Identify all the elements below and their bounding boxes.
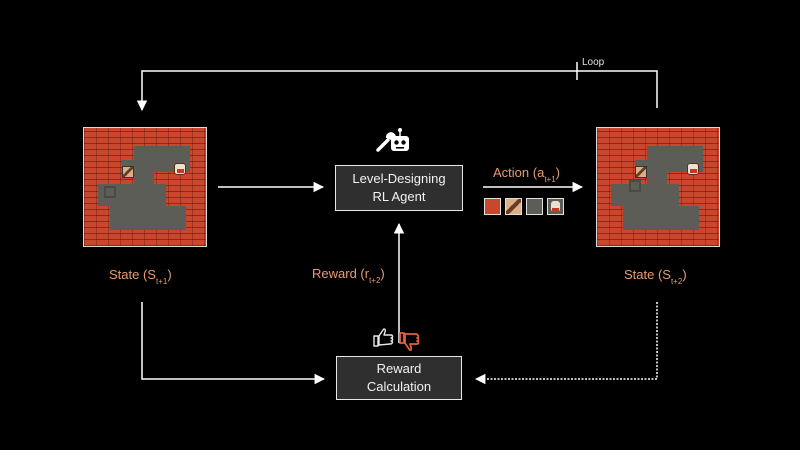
floor-region xyxy=(134,172,154,184)
state-right-label: State (St+2) xyxy=(624,267,687,286)
agent-box-line2: RL Agent xyxy=(352,188,445,206)
crate-tile xyxy=(635,166,647,178)
robot-icon xyxy=(391,128,409,151)
action-label-close: ) xyxy=(556,165,560,180)
reward-calculation-box: Reward Calculation xyxy=(336,356,462,400)
thumbs-down-icon xyxy=(400,333,419,350)
state-left-text: State (S xyxy=(109,267,156,282)
loop-label: Loop xyxy=(582,57,604,68)
reward-label-sub: t+2 xyxy=(369,276,380,285)
state-left-label: State (St+1) xyxy=(109,267,172,286)
agent-box-line1: Level-Designing xyxy=(352,170,445,188)
reward-box-line2: Calculation xyxy=(367,378,431,396)
floor-region xyxy=(623,206,699,230)
right-state-to-reward-arrow xyxy=(476,302,657,379)
palette-crate-tile xyxy=(505,198,522,215)
floor-region xyxy=(611,184,679,206)
target-tile xyxy=(629,180,641,192)
state-right-sub: t+2 xyxy=(671,277,682,286)
state-left-close: ) xyxy=(167,267,171,282)
state-right-close: ) xyxy=(682,267,686,282)
state-left-sub: t+1 xyxy=(156,277,167,286)
state-right-text: State (S xyxy=(624,267,671,282)
loop-arrow xyxy=(142,71,657,110)
palette-wall-tile xyxy=(484,198,501,215)
player-tile xyxy=(687,163,699,175)
reward-label-text: Reward (r xyxy=(312,266,369,281)
reward-label-close: ) xyxy=(380,266,384,281)
palette-floor-tile xyxy=(526,198,543,215)
thumbs-up-icon xyxy=(374,329,393,346)
state-left-grid xyxy=(83,127,207,247)
action-label: Action (at+1) xyxy=(493,165,560,184)
target-tile xyxy=(104,186,116,198)
left-state-to-reward-arrow xyxy=(142,302,324,379)
reward-box-line1: Reward xyxy=(367,360,431,378)
player-tile xyxy=(174,163,186,175)
reward-label: Reward (rt+2) xyxy=(312,266,385,285)
rl-agent-box: Level-Designing RL Agent xyxy=(335,165,463,211)
floor-region xyxy=(647,172,667,184)
state-right-grid xyxy=(596,127,720,247)
floor-region xyxy=(110,206,186,230)
action-label-sub: t+1 xyxy=(544,175,555,184)
action-label-text: Action (a xyxy=(493,165,544,180)
palette-player-tile xyxy=(547,198,564,215)
crate-tile xyxy=(122,166,134,178)
